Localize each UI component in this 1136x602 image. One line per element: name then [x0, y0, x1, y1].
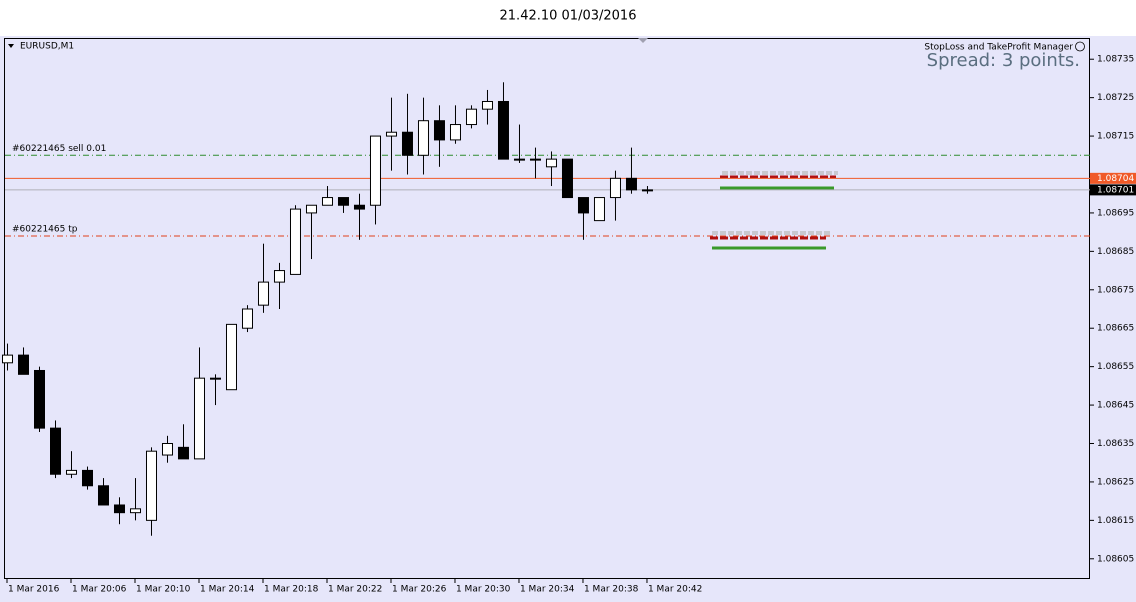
- candle-body: [49, 427, 61, 475]
- candle-body: [577, 197, 589, 214]
- x-tick-label: 1 Mar 20:30: [456, 585, 511, 595]
- x-tick-label: 1 Mar 20:34: [520, 585, 575, 595]
- candle-body: [17, 354, 29, 375]
- candle-body: [273, 270, 285, 283]
- candle-body: [225, 323, 237, 391]
- candle-body: [625, 177, 637, 191]
- candle-body: [305, 204, 317, 214]
- x-tick-label: 1 Mar 2016: [8, 585, 60, 595]
- symbol-label: EURUSD,M1: [20, 42, 74, 52]
- candle-body: [433, 120, 445, 141]
- candle-body: [321, 197, 333, 206]
- scroll-marker: [638, 38, 648, 43]
- y-tick-label: 1.08715: [1097, 132, 1134, 142]
- y-tick-label: 1.08605: [1097, 554, 1134, 564]
- chart-title: 21.42.10 01/03/2016: [500, 9, 637, 24]
- candle-body: [593, 197, 605, 222]
- candle-body: [561, 158, 573, 199]
- x-tick-label: 1 Mar 20:38: [584, 585, 639, 595]
- price-tag-label: 1.08704: [1097, 174, 1134, 184]
- candle-body: [337, 197, 349, 206]
- y-tick-label: 1.08655: [1097, 362, 1134, 372]
- candle-body: [385, 131, 397, 137]
- candle-body: [609, 177, 621, 199]
- y-tick-label: 1.08635: [1097, 439, 1134, 449]
- indicator-icon: [1075, 41, 1085, 52]
- candle-body: [129, 508, 141, 514]
- y-tick-label: 1.08615: [1097, 516, 1134, 526]
- y-tick-label: 1.08695: [1097, 208, 1134, 218]
- candle-body: [145, 450, 157, 521]
- order-label: #60221465 tp: [12, 224, 78, 234]
- y-tick-label: 1.08685: [1097, 247, 1134, 257]
- candle-body: [529, 158, 541, 161]
- candle-body: [193, 377, 205, 460]
- order-label: #60221465 sell 0.01: [12, 144, 106, 154]
- candle-body: [177, 446, 189, 460]
- candle-body: [161, 443, 173, 456]
- level-handles: [710, 171, 838, 250]
- x-tick-label: 1 Mar 20:10: [136, 585, 191, 595]
- chart-background: [0, 36, 1136, 602]
- candle-body: [513, 158, 525, 161]
- candle-body: [1, 354, 13, 364]
- candle-body: [369, 135, 381, 206]
- candle-body: [545, 158, 557, 168]
- x-tick-label: 1 Mar 20:26: [392, 585, 447, 595]
- price-tag-label: 1.08701: [1097, 185, 1134, 195]
- candle-body: [81, 469, 93, 487]
- y-tick-label: 1.08675: [1097, 285, 1134, 295]
- candle-body: [401, 131, 413, 156]
- y-tick-label: 1.08645: [1097, 401, 1134, 411]
- y-tick-label: 1.08665: [1097, 324, 1134, 334]
- x-tick-label: 1 Mar 20:42: [648, 585, 702, 595]
- candle-body: [481, 100, 493, 110]
- candle-body: [465, 108, 477, 126]
- spread-text: Spread: 3 points.: [927, 50, 1080, 71]
- candle-body: [241, 308, 253, 329]
- candle-body: [417, 120, 429, 156]
- x-tick-label: 1 Mar 20:14: [200, 585, 255, 595]
- price-tag: [1090, 184, 1136, 196]
- candle-body: [353, 204, 365, 210]
- candle-body: [65, 469, 77, 475]
- candle-body: [33, 369, 45, 429]
- candle-body: [641, 189, 653, 192]
- y-tick-label: 1.08725: [1097, 93, 1134, 103]
- candle-body: [449, 124, 461, 141]
- y-tick-label: 1.08625: [1097, 477, 1134, 487]
- candle-body: [289, 208, 301, 275]
- candle-body: [257, 281, 269, 306]
- x-tick-label: 1 Mar 20:06: [72, 585, 127, 595]
- candle-body: [113, 504, 125, 514]
- symbol-icon: [8, 44, 14, 48]
- price-tag: [1090, 172, 1136, 184]
- y-tick-label: 1.08735: [1097, 55, 1134, 65]
- plot-frame: [4, 38, 1090, 579]
- candle-body: [497, 100, 509, 160]
- x-tick-label: 1 Mar 20:22: [328, 585, 382, 595]
- candle-body: [209, 377, 221, 380]
- x-tick-label: 1 Mar 20:18: [264, 585, 319, 595]
- candle-body: [97, 485, 109, 506]
- indicator-title: StopLoss and TakeProfit Manager: [924, 43, 1073, 53]
